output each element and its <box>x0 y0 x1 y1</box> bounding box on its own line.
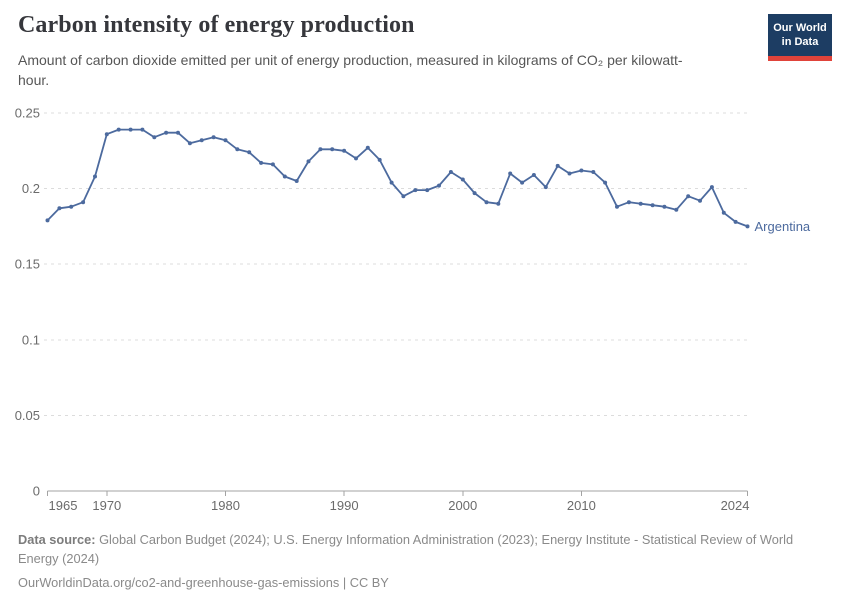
data-point[interactable] <box>709 185 714 190</box>
data-point[interactable] <box>745 224 750 229</box>
owid-logo-line2: in Data <box>781 36 819 49</box>
data-point[interactable] <box>460 177 465 182</box>
data-point[interactable] <box>128 127 133 132</box>
data-point[interactable] <box>579 168 584 173</box>
y-tick-label: 0.1 <box>22 332 40 347</box>
data-point[interactable] <box>199 138 204 143</box>
footer-url[interactable]: OurWorldinData.org/co2-and-greenhouse-ga… <box>18 575 340 591</box>
x-tick-label: 2024 <box>721 498 750 513</box>
data-point[interactable] <box>116 127 121 132</box>
data-point[interactable] <box>247 150 252 155</box>
data-point[interactable] <box>223 138 228 143</box>
data-point[interactable] <box>662 204 667 209</box>
footer-license[interactable]: CC BY <box>349 575 389 591</box>
data-point[interactable] <box>342 148 347 153</box>
footer-separator: | <box>342 575 347 591</box>
data-point[interactable] <box>626 200 631 205</box>
data-point[interactable] <box>389 180 394 185</box>
data-point[interactable] <box>176 130 180 135</box>
data-point[interactable] <box>437 183 441 188</box>
data-point[interactable] <box>270 162 275 167</box>
data-point[interactable] <box>448 170 453 174</box>
data-point[interactable] <box>93 174 97 179</box>
data-point[interactable] <box>377 157 382 162</box>
data-point[interactable] <box>531 173 536 177</box>
x-tick-label: 1990 <box>330 498 359 513</box>
x-tick-label: 1980 <box>211 498 240 513</box>
owid-logo[interactable]: Our World in Data <box>768 14 832 61</box>
chart-footer: Data source: Global Carbon Budget (2024)… <box>18 530 796 593</box>
data-point[interactable] <box>508 171 513 176</box>
x-tick-label: 2000 <box>448 498 477 513</box>
data-point[interactable] <box>187 141 192 146</box>
data-point[interactable] <box>686 194 691 199</box>
owid-logo-stripe <box>768 55 832 61</box>
data-point[interactable] <box>401 194 406 199</box>
data-source-label: Data source: <box>18 532 96 547</box>
data-point[interactable] <box>104 132 109 137</box>
data-point[interactable] <box>318 147 323 152</box>
data-point[interactable] <box>603 180 608 185</box>
data-point[interactable] <box>152 135 157 140</box>
data-point[interactable] <box>615 204 619 209</box>
data-point[interactable] <box>543 185 548 190</box>
x-tick-label: 1965 <box>49 498 78 513</box>
data-source-text: Global Carbon Budget (2024); U.S. Energy… <box>18 532 794 567</box>
data-point[interactable] <box>472 191 477 196</box>
data-point[interactable] <box>650 203 655 208</box>
data-point[interactable] <box>591 170 596 174</box>
data-point[interactable] <box>354 156 358 161</box>
data-point[interactable] <box>235 147 240 152</box>
data-point[interactable] <box>282 174 287 179</box>
data-point[interactable] <box>425 188 430 193</box>
data-point[interactable] <box>733 219 738 224</box>
entity-label-argentina[interactable]: Argentina <box>755 219 811 234</box>
data-point[interactable] <box>164 130 169 135</box>
data-point[interactable] <box>555 163 560 168</box>
owid-logo-text: Our World in Data <box>768 14 832 56</box>
data-point[interactable] <box>306 159 311 164</box>
x-tick-label: 1970 <box>92 498 121 513</box>
series-line-argentina[interactable] <box>46 128 749 228</box>
data-point[interactable] <box>413 188 418 193</box>
data-point[interactable] <box>638 201 643 206</box>
y-tick-label: 0 <box>33 484 40 499</box>
data-point[interactable] <box>45 218 50 223</box>
y-tick-label: 0.15 <box>15 257 40 272</box>
chart-subtitle: Amount of carbon dioxide emitted per uni… <box>18 52 683 89</box>
data-point[interactable] <box>330 147 335 152</box>
owid-logo-line1: Our World <box>773 22 827 34</box>
data-point[interactable] <box>674 207 679 212</box>
y-tick-label: 0.05 <box>15 408 40 423</box>
data-point[interactable] <box>69 204 74 209</box>
data-point[interactable] <box>57 206 62 211</box>
data-point[interactable] <box>81 200 86 205</box>
data-point[interactable] <box>211 135 216 140</box>
data-point[interactable] <box>496 201 501 206</box>
data-point[interactable] <box>721 210 726 215</box>
x-tick-label: 2010 <box>567 498 596 513</box>
data-point[interactable] <box>567 171 572 176</box>
y-tick-label: 0.2 <box>22 181 40 196</box>
page-title: Carbon intensity of energy production <box>18 12 415 38</box>
y-tick-label: 0.25 <box>15 106 40 121</box>
data-point[interactable] <box>520 180 525 185</box>
data-point[interactable] <box>259 160 264 165</box>
data-point[interactable] <box>294 179 299 183</box>
data-point[interactable] <box>140 127 145 132</box>
data-point[interactable] <box>698 198 702 203</box>
data-point[interactable] <box>484 200 489 205</box>
data-point[interactable] <box>365 145 370 150</box>
